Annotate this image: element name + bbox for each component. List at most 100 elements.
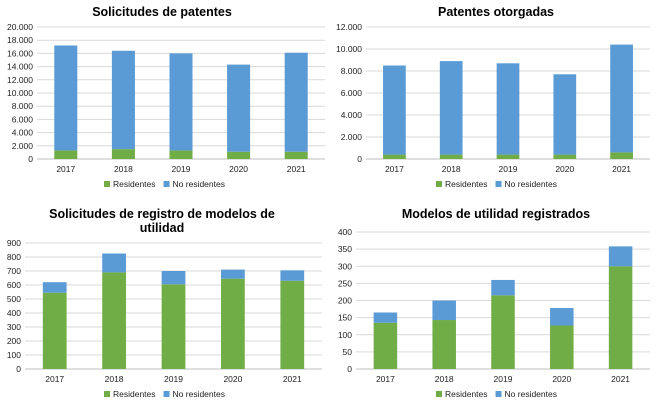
chart-2-legend-label: No residentes xyxy=(505,179,557,189)
chart-1-x-tick: 2020 xyxy=(229,164,248,174)
chart-3-y-tick: 700 xyxy=(7,266,21,276)
chart-1-y-tick: 4.000 xyxy=(12,128,34,138)
chart-3-bar-residentes-2021 xyxy=(280,280,305,369)
chart-3-x-tick: 2021 xyxy=(283,374,302,384)
chart-2-x-tick: 2017 xyxy=(385,164,404,174)
chart-4-legend-swatch-no-residentes xyxy=(495,391,502,397)
chart-3-x-tick: 2020 xyxy=(223,374,242,384)
chart-4-bar-residentes-2020 xyxy=(550,325,574,369)
chart-3-legend-swatch-no-residentes xyxy=(163,391,170,397)
chart-4-x-tick: 2017 xyxy=(376,374,395,384)
chart-1-bar-residentes-2019 xyxy=(169,150,193,159)
chart-2-y-tick: 8.000 xyxy=(341,66,363,76)
chart-1-y-tick: 8.000 xyxy=(12,101,34,111)
chart-1-legend-label: Residentes xyxy=(113,179,156,189)
chart-3-title: Solicitudes de registro de modelos de xyxy=(49,207,275,221)
chart-2-bar-no-residentes-2018 xyxy=(439,61,463,155)
chart-2-y-tick: 0 xyxy=(357,154,362,164)
chart-1-legend-swatch-no-residentes xyxy=(163,181,170,187)
chart-1-x-tick: 2018 xyxy=(114,164,133,174)
chart-4-bar-no-residentes-2020 xyxy=(550,308,574,326)
chart-3-legend-label: Residentes xyxy=(113,389,156,399)
chart-4-legend-label: Residentes xyxy=(445,389,488,399)
chart-2-legend-label: Residentes xyxy=(445,179,488,189)
chart-4-y-tick: 200 xyxy=(338,296,352,306)
chart-2-bar-residentes-2018 xyxy=(439,154,463,159)
chart-3-y-tick: 500 xyxy=(7,294,21,304)
chart-3-bar-no-residentes-2018 xyxy=(102,253,126,273)
chart-4-bar-no-residentes-2019 xyxy=(491,279,515,296)
chart-3-legend-label: No residentes xyxy=(173,389,225,399)
chart-2-x-tick: 2018 xyxy=(442,164,461,174)
chart-1-bar-residentes-2017 xyxy=(54,150,78,159)
chart-2-x-tick: 2019 xyxy=(499,164,518,174)
chart-2-bar-no-residentes-2017 xyxy=(383,65,406,155)
chart-4-y-tick: 350 xyxy=(338,244,352,254)
chart-4-y-tick: 250 xyxy=(338,278,352,288)
chart-2-y-tick: 12.000 xyxy=(336,22,362,32)
chart-4-x-tick: 2020 xyxy=(552,374,571,384)
chart-3-bar-no-residentes-2017 xyxy=(42,282,67,293)
chart-3-legend-swatch-residentes xyxy=(104,391,110,397)
chart-2-title: Patentes otorgadas xyxy=(438,5,554,19)
chart-1-x-tick: 2021 xyxy=(287,164,306,174)
chart-4-x-tick: 2021 xyxy=(611,374,630,384)
chart-2-x-tick: 2021 xyxy=(612,164,631,174)
chart-4-title: Modelos de utilidad registrados xyxy=(402,207,590,221)
chart-2-x-tick: 2020 xyxy=(555,164,574,174)
chart-3-bar-residentes-2019 xyxy=(161,284,186,369)
chart-4-bar-residentes-2019 xyxy=(491,295,515,369)
chart-1-y-tick: 10.000 xyxy=(7,88,33,98)
chart-2-bar-no-residentes-2021 xyxy=(610,44,633,153)
chart-1-y-tick: 14.000 xyxy=(7,62,33,72)
chart-2-y-tick: 6.000 xyxy=(341,88,363,98)
chart-2-bar-no-residentes-2019 xyxy=(496,63,520,155)
chart-4-y-tick: 400 xyxy=(338,227,352,237)
chart-3-y-tick: 900 xyxy=(7,238,21,248)
chart-1-x-tick: 2019 xyxy=(172,164,191,174)
chart-1-y-tick: 18.000 xyxy=(7,35,33,45)
chart-2-legend-swatch-residentes xyxy=(436,181,442,187)
chart-3-bar-no-residentes-2021 xyxy=(280,270,305,281)
chart-1-y-tick: 2.000 xyxy=(12,141,34,151)
chart-3-bar-residentes-2020 xyxy=(221,278,245,369)
chart-1-legend-swatch-residentes xyxy=(104,181,110,187)
chart-1-y-tick: 16.000 xyxy=(7,48,33,58)
chart-1-y-tick: 6.000 xyxy=(12,114,34,124)
chart-3-bar-residentes-2017 xyxy=(42,292,67,369)
chart-1-bar-no-residentes-2018 xyxy=(111,50,135,150)
chart-4-legend-label: No residentes xyxy=(505,389,557,399)
chart-1-y-tick: 0 xyxy=(28,154,33,164)
chart-2-legend-swatch-no-residentes xyxy=(495,181,502,187)
chart-2-bar-residentes-2019 xyxy=(496,154,520,159)
chart-2-y-tick: 10.000 xyxy=(336,44,362,54)
chart-1-legend-label: No residentes xyxy=(173,179,225,189)
chart-4-bar-residentes-2021 xyxy=(608,266,633,369)
chart-3-y-tick: 400 xyxy=(7,308,21,318)
chart-3-bar-residentes-2018 xyxy=(102,272,126,369)
chart-2-bar-residentes-2020 xyxy=(553,154,577,159)
chart-4-bar-no-residentes-2017 xyxy=(373,312,398,323)
chart-4-y-tick: 300 xyxy=(338,261,352,271)
chart-2-y-tick: 4.000 xyxy=(341,110,363,120)
chart-3-y-tick: 600 xyxy=(7,280,21,290)
chart-3-x-tick: 2017 xyxy=(45,374,64,384)
chart-1-y-tick: 12.000 xyxy=(7,75,33,85)
chart-4-y-tick: 150 xyxy=(338,313,352,323)
chart-4-bar-no-residentes-2021 xyxy=(608,246,633,267)
chart-4-legend-swatch-residentes xyxy=(436,391,442,397)
chart-1-bar-no-residentes-2021 xyxy=(284,52,308,152)
chart-4-y-tick: 50 xyxy=(343,347,353,357)
chart-1-bar-residentes-2021 xyxy=(284,151,308,159)
chart-2-bar-residentes-2021 xyxy=(610,152,633,159)
chart-1-bar-no-residentes-2017 xyxy=(54,45,78,151)
chart-1-x-tick: 2017 xyxy=(56,164,75,174)
chart-4-bar-no-residentes-2018 xyxy=(432,300,456,321)
chart-4-bar-residentes-2017 xyxy=(373,322,398,369)
chart-4-x-tick: 2018 xyxy=(435,374,454,384)
chart-4-x-tick: 2019 xyxy=(494,374,513,384)
chart-1-title: Solicitudes de patentes xyxy=(92,5,232,19)
chart-1-y-tick: 20.000 xyxy=(7,22,33,32)
chart-3-y-tick: 300 xyxy=(7,322,21,332)
